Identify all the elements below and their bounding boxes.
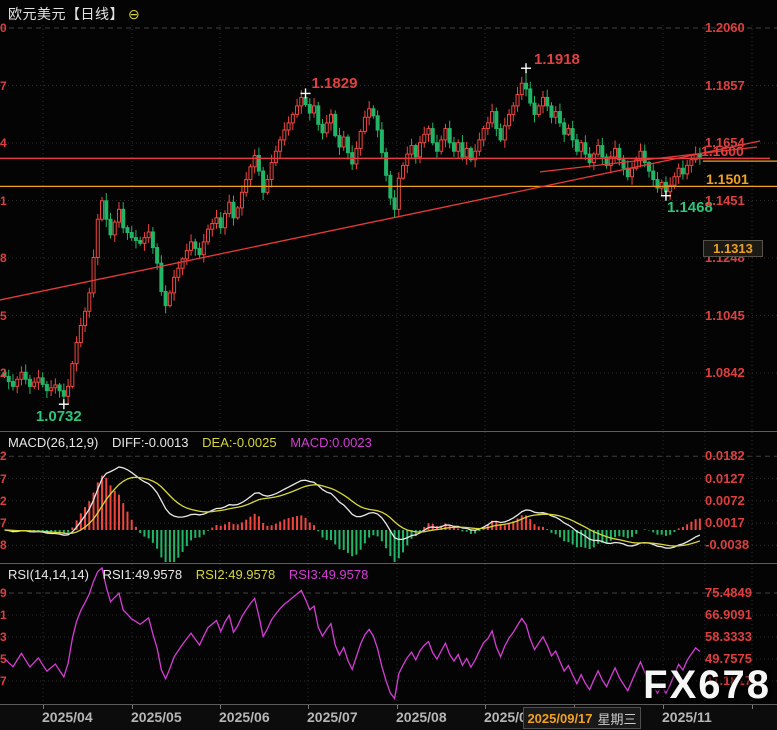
title-bar: 欧元美元【日线】 ⊖	[8, 4, 140, 24]
macd-dea-line	[4, 476, 701, 547]
macd-header: MACD(26,12,9) DIFF:-0.0013 DEA:-0.0025 M…	[8, 435, 382, 450]
trendline	[539, 146, 758, 173]
rsi-line	[4, 566, 701, 701]
y-axis-left-digit: 0	[0, 21, 7, 35]
macd-diff-line	[4, 466, 701, 549]
candlestick-series	[2, 68, 702, 405]
extreme-marker	[660, 190, 671, 201]
macd-dea-value: DEA:-0.0025	[202, 435, 277, 450]
y-axis-label: -0.0038	[705, 537, 750, 553]
time-axis-label-2025/11: 2025/11	[662, 709, 712, 725]
symbol-title: 欧元美元	[8, 6, 66, 22]
y-axis-label: 41.1817	[705, 673, 752, 688]
price-level-label-1.1501: 1.1501	[706, 171, 749, 188]
y-axis-label: 1.1857	[705, 77, 745, 93]
macd-macd-value: MACD:0.0023	[290, 435, 372, 450]
period-label: 【日线】	[66, 6, 124, 22]
y-axis-label: 0.0182	[705, 448, 745, 464]
y-axis-left-digit: 2	[0, 366, 7, 381]
y-axis-left-digit: 2	[0, 449, 7, 464]
main-panel	[0, 25, 777, 431]
time-axis-label-2025/09: 2025/09	[484, 709, 535, 725]
y-axis-left-digit: 2	[0, 493, 7, 508]
extreme-label-1.1829: 1.1829	[311, 75, 358, 93]
y-axis-label: 1.1451	[705, 192, 745, 208]
y-axis-left-digit: 8	[0, 538, 7, 553]
y-axis-left-digit: 1	[0, 193, 7, 208]
separator-main-macd	[0, 431, 777, 432]
y-axis-label: 49.7575	[705, 651, 752, 666]
extreme-marker	[300, 88, 311, 99]
extreme-label-1.0732: 1.0732	[35, 408, 82, 426]
y-axis-left-digit: 7	[0, 471, 7, 486]
y-axis-label: 66.9091	[705, 607, 752, 622]
time-axis-tick	[132, 705, 133, 709]
y-axis-label: 1.1654	[705, 135, 745, 151]
rsi3-value: RSI3:49.9578	[288, 567, 369, 582]
fx678-watermark: FX678	[643, 663, 771, 707]
time-axis-tick	[397, 705, 398, 709]
y-axis-label: 0.0127	[705, 470, 745, 486]
y-axis-left-digit: 5	[0, 652, 7, 666]
time-axis-label-2025/07: 2025/07	[307, 709, 358, 725]
price-level-label-1.1600: 1.1600	[701, 143, 744, 160]
y-axis-left-digit: 7	[0, 674, 7, 688]
y-axis-label: 0.0017	[705, 515, 745, 531]
y-axis-left-digit: 5	[0, 308, 7, 323]
time-axis-label-2025/06: 2025/06	[219, 709, 270, 725]
y-axis-left-digit: 9	[0, 586, 7, 600]
crosshair-date: 2025/09/17	[527, 710, 593, 726]
separator-macd-rsi	[0, 563, 777, 564]
y-axis-left-digit: 4	[0, 136, 7, 151]
y-axis-left-digit: 7	[0, 78, 7, 93]
extreme-label-1.1468: 1.1468	[666, 198, 713, 216]
y-axis-label: 1.0842	[705, 365, 745, 381]
y-axis-label: 0.0072	[705, 492, 745, 508]
y-axis-label: 1.2060	[705, 20, 745, 35]
time-axis-label-2025/05: 2025/05	[131, 709, 182, 725]
time-axis-tick	[220, 705, 221, 709]
extreme-marker	[58, 399, 69, 410]
extreme-marker	[521, 63, 532, 74]
y-axis-left-digit: 1	[0, 608, 7, 622]
crosshair-price-label: 1.1313	[703, 240, 763, 257]
y-axis-label: 75.4849	[705, 585, 752, 600]
extreme-label-1.1918: 1.1918	[534, 51, 580, 69]
y-axis-left-digit: 8	[0, 251, 7, 266]
time-axis-label-2025/04: 2025/04	[42, 709, 93, 725]
time-axis-label-2025/08: 2025/08	[396, 709, 447, 725]
macd-title: MACD(26,12,9)	[8, 435, 99, 450]
macd-panel	[0, 432, 777, 562]
rsi-title: RSI(14,14,14)	[8, 567, 89, 582]
time-axis-tick	[752, 705, 753, 709]
time-axis-tick	[485, 705, 486, 709]
separator-rsi-axis	[0, 704, 777, 705]
rsi-panel	[0, 564, 777, 703]
trendline	[0, 140, 761, 301]
rsi1-value: RSI1:49.9578	[102, 567, 183, 582]
time-axis-tick	[308, 705, 309, 709]
time-axis[interactable]	[0, 705, 777, 730]
rsi-header: RSI(14,14,14) RSI1:49.9578 RSI2:49.9578 …	[8, 567, 378, 582]
time-axis-tick	[663, 705, 664, 709]
crosshair-date-label: 2025/09/17 星期三	[523, 707, 641, 729]
y-axis-left-digit: 7	[0, 516, 7, 531]
y-axis-label: 1.1045	[705, 307, 745, 323]
y-axis-label: 58.3333	[705, 629, 752, 644]
collapse-icon[interactable]: ⊖	[128, 6, 141, 22]
macd-histogram	[7, 475, 701, 562]
crosshair-weekday: 星期三	[597, 711, 637, 727]
y-axis-left-digit: 3	[0, 630, 7, 644]
macd-diff-value: DIFF:-0.0013	[111, 435, 189, 450]
time-axis-tick	[43, 705, 44, 709]
rsi2-value: RSI2:49.9578	[195, 567, 276, 582]
